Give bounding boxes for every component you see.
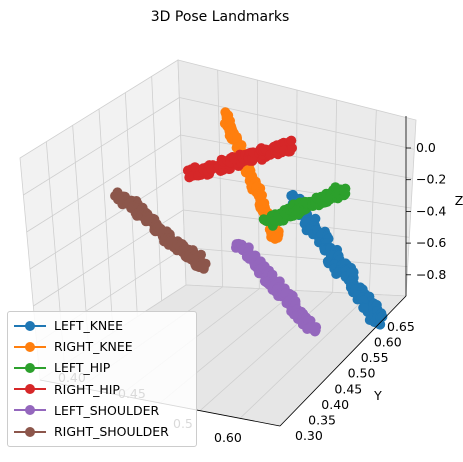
grid-line [199, 292, 333, 411]
data-point [377, 311, 388, 322]
data-point [272, 232, 283, 243]
series-right-hip [182, 135, 297, 183]
legend-label: RIGHT_SHOULDER [54, 424, 169, 440]
legend-label: RIGHT_KNEE [54, 339, 133, 355]
legend-swatch [14, 403, 46, 417]
data-point [358, 295, 369, 306]
legend-label: LEFT_SHOULDER [54, 402, 160, 418]
y-tick-label: 0.60 [374, 335, 402, 350]
y-tick-label: 0.50 [348, 366, 376, 381]
z-tick-label: −0.2 [416, 172, 446, 187]
legend-label: RIGHT_HIP [54, 381, 120, 397]
legend-swatch [14, 382, 46, 396]
z-tick-label: 0.0 [416, 140, 436, 155]
legend-item: LEFT_SHOULDER [14, 400, 190, 421]
y-tick-label: 0.45 [334, 381, 362, 396]
data-points [110, 107, 388, 337]
data-point [359, 303, 370, 314]
data-point [287, 143, 297, 153]
data-point [375, 319, 386, 330]
y-tick-label: 0.65 [387, 319, 415, 334]
y-axis-line [279, 295, 407, 427]
y-tick-label: 0.55 [361, 350, 389, 365]
series-left-knee [286, 189, 388, 330]
legend-label: LEFT_KNEE [54, 318, 124, 334]
data-point [339, 185, 350, 196]
legend-item: RIGHT_KNEE [14, 336, 190, 357]
z-axis-label: Z [455, 193, 463, 208]
legend-swatch [14, 425, 46, 439]
legend-swatch [14, 361, 46, 375]
legend: LEFT_KNEE RIGHT_KNEE LEFT_HIP RIGHT_HIP … [7, 311, 197, 447]
data-point [286, 135, 297, 146]
legend-label: LEFT_HIP [54, 360, 111, 376]
grid-line [184, 247, 408, 268]
y-axis-label: Y [373, 388, 382, 403]
y-tick-label: 0.30 [295, 428, 323, 443]
z-tick-label: −0.6 [416, 235, 446, 250]
z-tick-label: −0.4 [416, 203, 446, 218]
chart-title: 3D Pose Landmarks [151, 9, 290, 25]
legend-swatch [14, 340, 46, 354]
legend-item: RIGHT_HIP [14, 379, 190, 400]
series-left-hip [258, 182, 351, 231]
legend-swatch [14, 319, 46, 333]
series-left-shoulder [231, 238, 322, 337]
series-right-shoulder [110, 187, 211, 274]
data-point [310, 325, 321, 336]
legend-item: RIGHT_SHOULDER [14, 421, 190, 442]
y-tick-label: 0.35 [308, 412, 336, 427]
data-point [196, 260, 207, 271]
legend-item: LEFT_HIP [14, 357, 190, 378]
y-tick-label: 0.40 [321, 397, 349, 412]
grid-line [239, 293, 370, 419]
z-tick-label: −0.8 [416, 267, 446, 282]
x-tick-label: 0.60 [214, 430, 242, 445]
legend-item: LEFT_KNEE [14, 315, 190, 336]
